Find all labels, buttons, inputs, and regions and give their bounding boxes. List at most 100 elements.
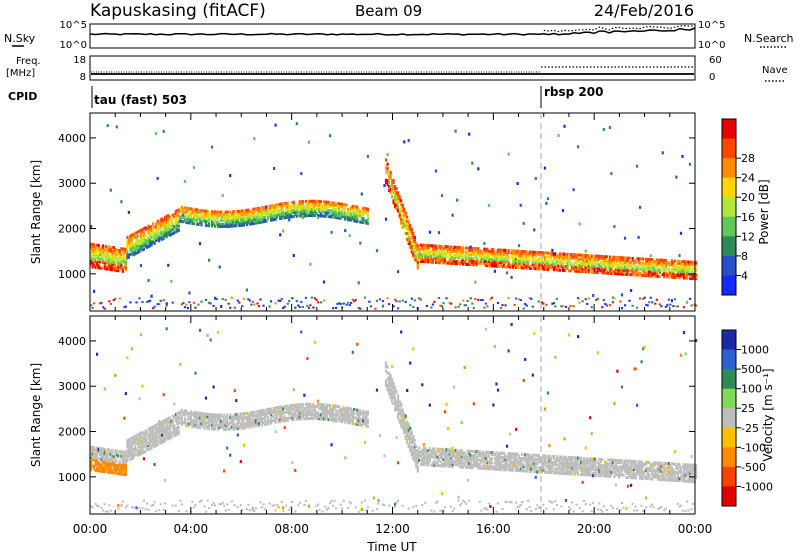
echo-cell	[126, 242, 129, 246]
echo-cell	[409, 434, 412, 438]
echo-cell	[410, 244, 413, 248]
echo-cell	[282, 204, 285, 208]
echo-cell	[533, 265, 536, 268]
echo-cell	[241, 223, 244, 227]
freq-label-line1: Freq.	[16, 56, 41, 67]
echo-cell	[679, 272, 683, 276]
echo-cell	[286, 418, 289, 422]
echo-cell	[236, 209, 239, 213]
echo-cell	[206, 427, 209, 431]
echo-cell	[595, 254, 598, 258]
echo-cell	[344, 420, 347, 424]
echo-cell	[136, 246, 140, 250]
echo-cell	[513, 263, 516, 267]
echo-cell	[198, 416, 202, 419]
echo-cell	[410, 297, 413, 300]
echo-cell	[96, 504, 99, 507]
echo-cell	[120, 466, 123, 470]
echo-cell	[397, 209, 400, 213]
echo-cell	[106, 253, 109, 257]
echo-cell	[666, 263, 669, 267]
echo-cell	[578, 222, 581, 226]
echo-cell	[215, 423, 218, 427]
echo-cell	[688, 297, 692, 300]
echo-cell	[109, 509, 112, 512]
echo-cell	[221, 415, 224, 419]
echo-cell	[448, 253, 451, 257]
echo-cell	[96, 249, 99, 253]
echo-cell	[179, 499, 182, 502]
echo-cell	[540, 253, 543, 257]
echo-cell	[344, 229, 347, 233]
echo-cell	[655, 264, 658, 268]
echo-cell	[139, 239, 143, 242]
echo-cell	[201, 422, 205, 426]
echo-cell	[450, 249, 453, 253]
echo-cell	[445, 462, 448, 466]
echo-cell	[102, 250, 105, 254]
echo-cell	[295, 413, 298, 417]
echo-cell	[436, 461, 439, 465]
echo-cell	[510, 249, 513, 253]
echo-cell	[525, 250, 528, 254]
echo-cell	[515, 261, 518, 265]
echo-cell	[123, 462, 126, 466]
echo-cell	[102, 461, 105, 465]
echo-cell	[174, 427, 177, 431]
echo-cell	[496, 301, 500, 304]
echo-cell	[283, 415, 286, 419]
echo-cell	[186, 418, 189, 421]
echo-cell	[142, 432, 146, 436]
echo-cell	[149, 230, 152, 233]
echo-cell	[533, 228, 536, 232]
echo-cell	[342, 205, 345, 209]
echo-cell	[103, 259, 106, 262]
echo-cell	[434, 461, 438, 465]
echo-cell	[518, 298, 521, 301]
echo-cell	[628, 264, 631, 268]
echo-cell	[354, 215, 357, 219]
echo-cell	[106, 452, 109, 456]
echo-cell	[285, 214, 288, 217]
echo-cell	[637, 267, 640, 271]
echo-cell	[97, 245, 100, 249]
echo-cell	[215, 298, 218, 301]
echo-cell	[307, 417, 310, 421]
echo-cell	[457, 254, 460, 258]
echo-cell	[111, 264, 114, 268]
echo-cell	[230, 220, 233, 224]
echo-cell	[91, 257, 94, 261]
echo-cell	[90, 244, 93, 248]
echo-cell	[639, 205, 642, 209]
echo-cell	[162, 230, 165, 234]
echo-cell	[688, 264, 692, 268]
echo-cell	[214, 423, 217, 427]
echo-cell	[673, 298, 676, 301]
echo-cell	[581, 300, 584, 303]
echo-cell	[381, 503, 385, 506]
echo-cell	[244, 412, 247, 415]
echo-cell	[472, 253, 475, 257]
echo-cell	[397, 398, 400, 402]
echo-cell	[232, 224, 235, 228]
echo-cell	[97, 258, 100, 262]
echo-cell	[203, 418, 206, 422]
echo-cell	[141, 240, 144, 244]
echo-cell	[259, 212, 262, 216]
echo-cell	[102, 467, 105, 471]
echo-cell	[365, 414, 368, 418]
echo-cell	[690, 260, 693, 264]
echo-cell	[91, 251, 94, 255]
echo-cell	[318, 417, 321, 421]
echo-cell	[149, 439, 152, 443]
echo-cell	[263, 215, 267, 219]
echo-cell	[136, 445, 140, 449]
echo-cell	[165, 434, 168, 438]
echo-cell	[428, 244, 431, 248]
echo-cell	[652, 266, 655, 270]
echo-cell	[126, 252, 129, 256]
echo-cell	[596, 262, 599, 266]
echo-cell	[338, 212, 341, 216]
echo-cell	[162, 435, 165, 439]
echo-cell	[316, 208, 320, 212]
